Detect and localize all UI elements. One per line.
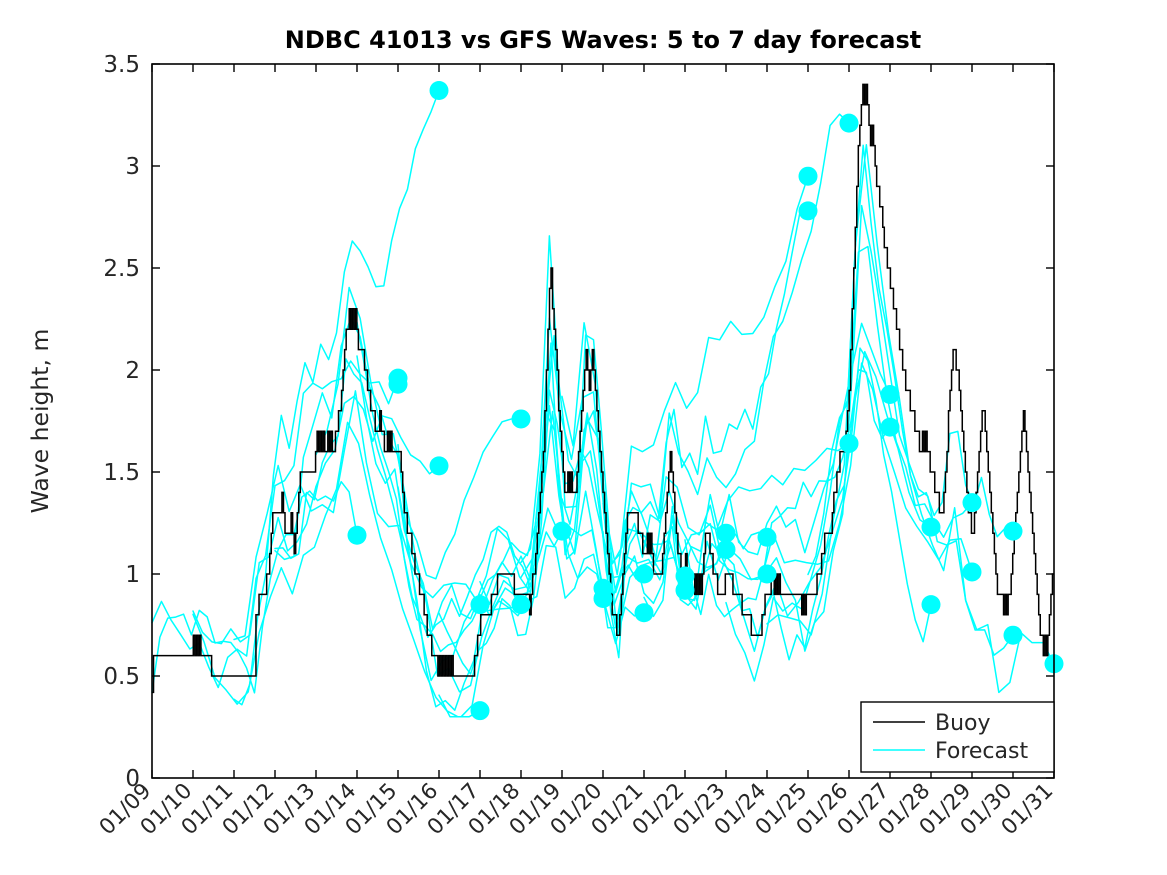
forecast-marker — [1003, 521, 1023, 541]
forecast-line — [766, 204, 1014, 656]
buoy-series-group — [152, 83, 1054, 694]
forecast-marker — [921, 517, 941, 537]
forecast-line — [766, 144, 1055, 694]
forecast-line — [602, 113, 850, 601]
forecast-marker — [388, 374, 408, 394]
forecast-marker — [429, 456, 449, 476]
forecast-marker — [675, 566, 695, 586]
buoy-line — [152, 83, 1054, 694]
forecast-marker — [511, 595, 531, 615]
forecast-line — [233, 89, 440, 706]
y-axis-label: Wave height, m — [26, 329, 54, 514]
forecast-line — [520, 175, 809, 579]
forecast-line — [602, 210, 809, 659]
y-tick-label: 2.5 — [103, 256, 140, 282]
y-tick-label: 0 — [125, 766, 140, 792]
forecast-marker — [757, 527, 777, 547]
forecast-marker — [839, 113, 859, 133]
chart-title: NDBC 41013 vs GFS Waves: 5 to 7 day fore… — [285, 26, 921, 54]
legend-label-buoy: Buoy — [935, 711, 991, 736]
forecast-marker — [511, 409, 531, 429]
forecast-marker — [634, 564, 654, 584]
forecast-marker — [470, 701, 490, 721]
forecast-marker — [962, 562, 982, 582]
forecast-marker — [757, 564, 777, 584]
forecast-marker — [470, 595, 490, 615]
plot-background — [152, 64, 1054, 778]
y-tick-label: 1.5 — [103, 460, 140, 486]
forecast-marker — [429, 81, 449, 101]
forecast-marker — [716, 540, 736, 560]
forecast-marker — [880, 417, 900, 437]
forecast-line — [725, 347, 932, 661]
y-tick-label: 2 — [125, 358, 140, 384]
forecast-marker — [634, 603, 654, 623]
forecast-line — [233, 390, 522, 641]
forecast-line — [274, 358, 481, 653]
forecast-marker — [798, 166, 818, 186]
y-tick-labels-group: 0 0.5 1 1.5 2 2.5 3 3.5 — [103, 52, 140, 792]
forecast-line — [151, 480, 358, 694]
forecast-marker — [921, 595, 941, 615]
forecast-line — [643, 350, 932, 653]
forecast-line — [192, 395, 440, 645]
y-tick-label: 1 — [125, 562, 140, 588]
y-tick-label: 3 — [125, 154, 140, 180]
y-tick-label: 0.5 — [103, 664, 140, 690]
plot-frame — [151, 63, 1055, 779]
forecast-marker — [839, 433, 859, 453]
forecast-marker — [593, 578, 613, 598]
y-tick-label: 3.5 — [103, 52, 140, 78]
forecast-marker — [552, 521, 572, 541]
legend-box — [860, 701, 1055, 773]
forecast-marker-group — [347, 81, 1064, 721]
forecast-line — [192, 421, 481, 718]
legend-label-forecast: Forecast — [935, 739, 1028, 764]
forecast-marker — [675, 580, 695, 600]
forecast-marker — [880, 384, 900, 404]
x-tick-labels-group: 01/0901/1001/1101/1201/1301/1401/1501/16… — [95, 779, 1058, 840]
forecast-marker — [962, 493, 982, 513]
forecast-marker — [798, 201, 818, 221]
chart-legend[interactable]: Buoy Forecast — [860, 701, 1055, 773]
forecast-marker — [347, 525, 367, 545]
forecast-marker — [1003, 625, 1023, 645]
forecast-marker — [716, 523, 736, 543]
